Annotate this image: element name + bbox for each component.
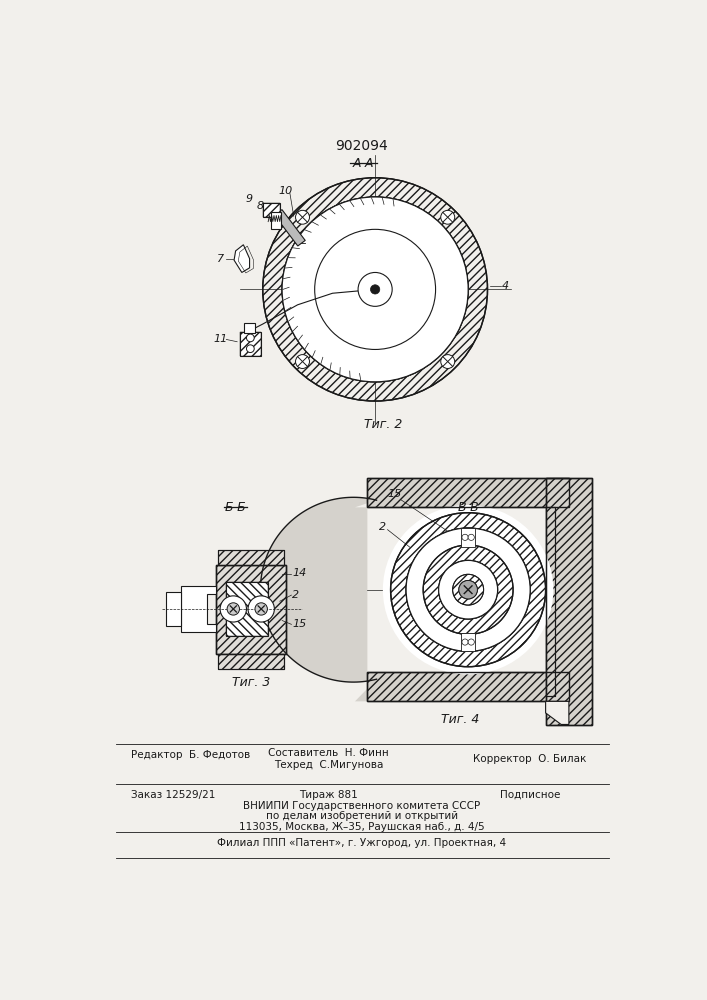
- Bar: [368, 672, 569, 701]
- Text: по делам изобретений и открытий: по делам изобретений и открытий: [266, 811, 458, 821]
- Text: Редактор  Б. Федотов: Редактор Б. Федотов: [131, 750, 250, 760]
- Circle shape: [459, 580, 477, 599]
- Bar: [263, 203, 280, 217]
- Circle shape: [440, 355, 455, 368]
- Bar: [461, 528, 475, 547]
- Polygon shape: [260, 497, 377, 701]
- Bar: [218, 550, 284, 565]
- Text: A-A: A-A: [353, 157, 374, 170]
- Bar: [218, 654, 284, 669]
- Text: 7: 7: [216, 254, 223, 264]
- Text: Б-Б: Б-Б: [225, 501, 247, 514]
- Text: 2: 2: [292, 590, 299, 600]
- Text: 8: 8: [257, 201, 264, 211]
- Bar: [546, 507, 555, 696]
- Bar: [368, 478, 569, 507]
- Circle shape: [247, 345, 255, 353]
- Bar: [218, 550, 284, 565]
- Circle shape: [440, 210, 455, 224]
- Bar: [263, 203, 280, 217]
- Bar: [216, 565, 286, 654]
- Circle shape: [255, 603, 267, 615]
- Circle shape: [383, 505, 554, 674]
- Text: Τиг. 4: Τиг. 4: [441, 713, 479, 726]
- Circle shape: [358, 272, 392, 306]
- Text: Филиал ППП «Патент», г. Ужгород, ул. Проектная, 4: Филиал ППП «Патент», г. Ужгород, ул. Про…: [217, 838, 506, 848]
- Text: Составитель  Н. Финн: Составитель Н. Финн: [268, 748, 389, 758]
- Polygon shape: [234, 245, 250, 272]
- Text: 11: 11: [213, 334, 227, 344]
- Circle shape: [468, 639, 474, 645]
- Circle shape: [227, 603, 240, 615]
- Text: ВНИИПИ Государственного комитета СССР: ВНИИПИ Государственного комитета СССР: [243, 801, 481, 811]
- Circle shape: [282, 197, 468, 382]
- Bar: [240, 332, 261, 356]
- Circle shape: [220, 596, 247, 622]
- Text: В-В: В-В: [457, 501, 479, 514]
- Text: 113035, Москва, Ж–35, Раушская наб., д. 4/5: 113035, Москва, Ж–35, Раушская наб., д. …: [239, 822, 485, 832]
- Text: Заказ 12529/21: Заказ 12529/21: [131, 790, 216, 800]
- Text: Тираж 881: Тираж 881: [299, 790, 358, 800]
- Text: 9: 9: [246, 194, 253, 204]
- Text: Τиг. 2: Τиг. 2: [363, 418, 402, 431]
- Text: 902094: 902094: [336, 139, 388, 153]
- Circle shape: [248, 596, 274, 622]
- Bar: [546, 478, 592, 725]
- Bar: [271, 212, 281, 229]
- Bar: [368, 478, 569, 507]
- Text: Техред  С.Мигунова: Техред С.Мигунова: [274, 760, 383, 770]
- Text: 4: 4: [501, 281, 508, 291]
- Polygon shape: [182, 586, 216, 632]
- Polygon shape: [546, 701, 569, 724]
- Text: 2: 2: [380, 522, 387, 532]
- Bar: [226, 582, 268, 636]
- Circle shape: [462, 639, 468, 645]
- Bar: [244, 323, 255, 333]
- Bar: [546, 478, 592, 725]
- Text: 15: 15: [387, 489, 402, 499]
- Bar: [546, 507, 555, 696]
- Text: Корректор  О. Билак: Корректор О. Билак: [474, 754, 587, 764]
- Text: 10: 10: [279, 186, 293, 196]
- Circle shape: [296, 210, 310, 224]
- Text: 14: 14: [292, 568, 306, 578]
- Circle shape: [370, 285, 380, 294]
- Text: 15: 15: [292, 619, 306, 629]
- Bar: [240, 332, 261, 356]
- Bar: [368, 672, 569, 701]
- Bar: [226, 582, 268, 636]
- Bar: [218, 654, 284, 669]
- Circle shape: [468, 534, 474, 540]
- Text: Подписное: Подписное: [500, 790, 561, 800]
- Circle shape: [247, 334, 255, 342]
- Text: Τиг. 3: Τиг. 3: [232, 676, 270, 689]
- Circle shape: [315, 229, 436, 349]
- Bar: [216, 565, 286, 654]
- Circle shape: [438, 560, 498, 619]
- Circle shape: [406, 528, 530, 651]
- Bar: [461, 633, 475, 651]
- Polygon shape: [274, 210, 305, 246]
- Circle shape: [296, 355, 310, 368]
- Circle shape: [462, 534, 468, 540]
- Bar: [166, 592, 182, 626]
